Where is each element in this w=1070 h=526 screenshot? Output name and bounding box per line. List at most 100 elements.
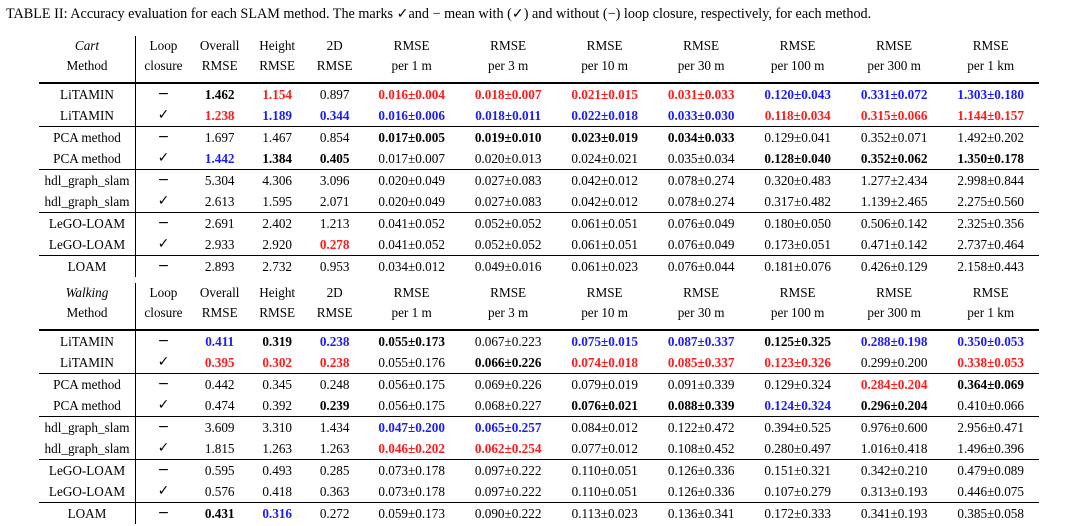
cell-rmse-10m: 0.061±0.023 <box>556 255 653 277</box>
table-row: hdl_graph_slam −5.304 4.306 3.096 0.020±0.04… <box>39 169 1039 191</box>
cell-rmse-100m: 0.320±0.483 <box>749 169 846 191</box>
cell-rmse-1km: 0.364±0.069 <box>942 373 1039 395</box>
cell-rmse-30m: 0.034±0.033 <box>652 126 750 148</box>
cell-rmse-3m: 0.097±0.222 <box>459 459 557 481</box>
table-row: LeGO-LOAM −2.691 2.402 1.213 0.041±0.052 0.05… <box>39 212 1039 234</box>
column-subheader: RMSE <box>316 305 353 320</box>
cell-rmse-1km: 0.479±0.089 <box>942 459 1039 481</box>
cell-rmse-1m: 0.017±0.007 <box>378 151 445 166</box>
column-subheader: per 3 m <box>487 58 529 73</box>
table-row: LeGO-LOAM ✓ 2.933 2.920 0.278 0.041±0.052 0.05… <box>39 234 1039 256</box>
cell-overall-rmse: 0.431 <box>190 502 249 524</box>
cell-method: LeGO-LOAM <box>39 481 136 503</box>
header-row: Method closure RMSE RMSE RMSE per 1 m per 3 m p… <box>39 56 1039 76</box>
cell-rmse-3m: 0.049±0.016 <box>459 255 557 277</box>
cell-rmse-1m: 0.056±0.175 <box>378 398 445 413</box>
column-subheader: per 1 m <box>391 305 432 320</box>
cell-2d-rmse: 0.272 <box>305 502 364 524</box>
cell-overall-rmse: 2.933 <box>204 237 235 252</box>
table-row: hdl_graph_slam ✓ 1.815 1.263 1.263 0.046±0.20… <box>39 438 1039 460</box>
table-row: LiTAMIN ✓ 0.395 0.302 0.238 0.055±0.176 0.066±… <box>39 352 1039 374</box>
spacer-cell <box>39 76 136 83</box>
cell-overall-rmse: 2.893 <box>190 255 249 277</box>
cell-rmse-100m: 0.125±0.325 <box>749 329 846 352</box>
cell-loop-closure: − <box>135 459 191 481</box>
column-subheader: per 10 m <box>581 305 629 320</box>
cell-rmse-3m: 0.067±0.223 <box>459 329 557 352</box>
cell-2d-rmse: 0.344 <box>319 108 350 123</box>
column-header: RMSE <box>393 38 430 53</box>
table-row: LiTAMIN ✓ 1.238 1.189 0.344 0.016±0.006 0.018±… <box>39 105 1039 127</box>
cell-loop-closure: − <box>135 502 191 524</box>
cell-2d-rmse: 0.897 <box>305 82 364 105</box>
cell-2d-rmse: 1.434 <box>305 416 364 438</box>
cell-rmse-3m: 0.066±0.226 <box>474 355 542 370</box>
column-header: RMSE <box>586 285 623 300</box>
cell-loop-closure: ✓ <box>157 354 170 370</box>
column-header: Loop <box>149 38 178 53</box>
cell-rmse-3m: 0.052±0.052 <box>459 212 557 234</box>
cell-rmse-300m: 0.331±0.072 <box>845 82 943 105</box>
cell-rmse-3m: 0.052±0.052 <box>474 237 542 252</box>
cell-rmse-30m: 0.078±0.274 <box>652 169 750 191</box>
cell-rmse-1m: 0.073±0.178 <box>378 484 445 499</box>
cell-overall-rmse: 1.238 <box>204 108 235 123</box>
column-header: RMSE <box>779 38 816 53</box>
cell-rmse-10m: 0.110±0.051 <box>571 484 638 499</box>
cell-rmse-1km: 2.275±0.560 <box>957 194 1024 209</box>
cell-rmse-1m: 0.056±0.175 <box>363 373 460 395</box>
cell-rmse-300m: 0.341±0.193 <box>845 502 943 524</box>
column-subheader: closure <box>144 58 183 73</box>
column-header: RMSE <box>490 38 527 53</box>
spacer-cell <box>306 76 363 83</box>
cell-rmse-1km: 2.956±0.471 <box>942 416 1039 438</box>
cell-loop-closure: − <box>135 212 191 234</box>
cell-rmse-100m: 0.173±0.051 <box>764 237 831 252</box>
cell-rmse-30m: 0.108±0.452 <box>667 441 735 456</box>
cell-rmse-1m: 0.055±0.173 <box>363 329 460 352</box>
table-row: PCA method −0.442 0.345 0.248 0.056±0.175 0.0… <box>39 373 1039 395</box>
cell-rmse-3m: 0.020±0.013 <box>474 151 542 166</box>
cell-rmse-10m: 0.061±0.051 <box>556 212 653 234</box>
cell-method: LeGO-LOAM <box>39 212 136 234</box>
cell-rmse-300m: 0.313±0.193 <box>860 484 928 499</box>
cell-loop-closure: − <box>135 82 191 105</box>
column-header: RMSE <box>972 285 1009 300</box>
cell-rmse-300m: 0.296±0.204 <box>860 398 928 413</box>
cell-height-rmse: 0.493 <box>248 459 306 481</box>
cell-rmse-10m: 0.023±0.019 <box>556 126 653 148</box>
column-header: RMSE <box>683 38 720 53</box>
table-row: LiTAMIN −1.462 1.154 0.897 0.016±0.004 0.018±… <box>39 82 1039 105</box>
column-subheader: RMSE <box>259 58 296 73</box>
cell-rmse-1km: 2.158±0.443 <box>942 255 1039 277</box>
cell-loop-closure: ✓ <box>157 440 170 456</box>
cell-rmse-10m: 0.079±0.019 <box>556 373 653 395</box>
cell-rmse-100m: 0.181±0.076 <box>749 255 846 277</box>
section-title: Cart <box>39 36 136 56</box>
cell-rmse-10m: 0.042±0.012 <box>571 194 638 209</box>
cell-method: PCA method <box>39 148 136 170</box>
cell-rmse-30m: 0.091±0.339 <box>652 373 750 395</box>
cart-results-table: Cart Loop Overall Height 2D RMSE RMSE RMSE RMSE R… <box>39 36 1039 277</box>
cell-height-rmse: 3.310 <box>248 416 306 438</box>
spacer-cell <box>248 76 305 83</box>
cell-2d-rmse: 0.238 <box>319 355 350 370</box>
column-header: RMSE <box>490 285 527 300</box>
cell-method: LeGO-LOAM <box>39 234 136 256</box>
cell-rmse-3m: 0.062±0.254 <box>474 441 542 456</box>
column-header: Overall <box>199 38 240 53</box>
cell-rmse-10m: 0.074±0.018 <box>571 355 638 370</box>
spacer-cell <box>460 323 557 330</box>
column-subheader: Method <box>39 56 136 76</box>
cell-overall-rmse: 1.462 <box>190 82 249 105</box>
cell-loop-closure: − <box>135 255 191 277</box>
cell-method: LOAM <box>39 502 136 524</box>
cell-overall-rmse: 1.815 <box>204 441 235 456</box>
table-row: LeGO-LOAM ✓ 0.576 0.418 0.363 0.073±0.178 0.09… <box>39 481 1039 503</box>
column-header: RMSE <box>683 285 720 300</box>
spacer-cell <box>942 76 1039 83</box>
cell-height-rmse: 1.467 <box>248 126 306 148</box>
cell-rmse-300m: 0.426±0.129 <box>845 255 943 277</box>
cell-rmse-3m: 0.027±0.083 <box>459 169 557 191</box>
